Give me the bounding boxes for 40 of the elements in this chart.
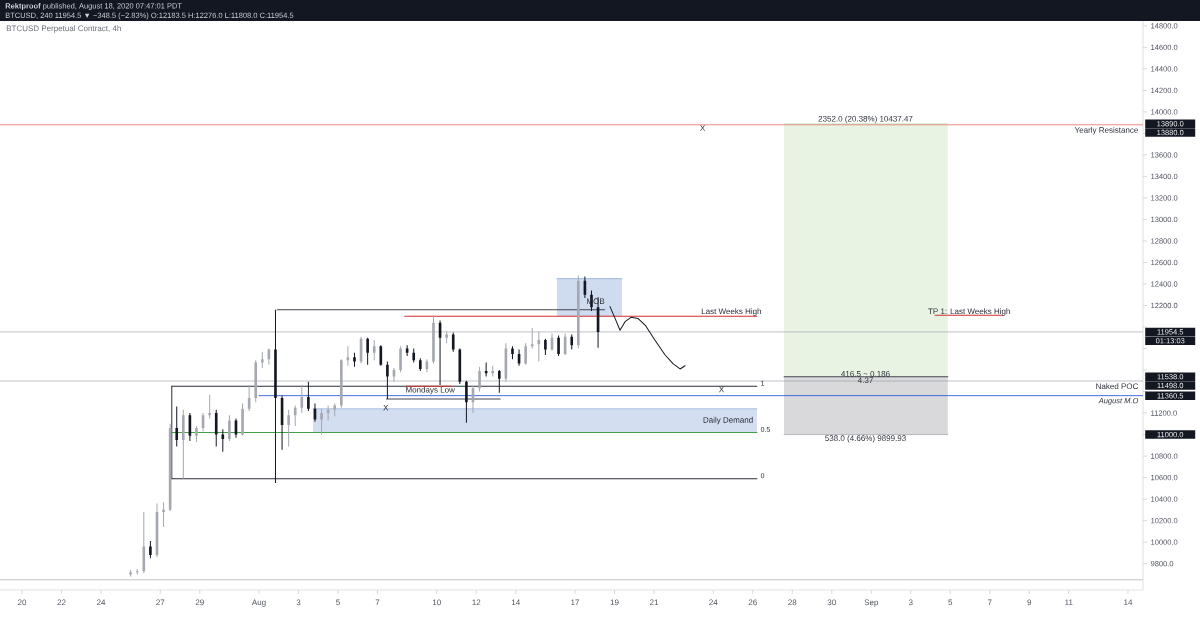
x-tick-label: 20 <box>17 599 27 606</box>
x-tick-label: 9 <box>1027 599 1032 606</box>
annotation: X <box>383 404 389 411</box>
x-tick-label: Aug <box>251 599 266 607</box>
x-tick-label: 17 <box>571 599 580 606</box>
x-tick-label: 28 <box>788 599 797 606</box>
x-tick-label: 5 <box>948 599 953 606</box>
annotation: 2352.0 (20.38%) 10437.47 <box>818 115 913 124</box>
x-tick-label: 10 <box>432 599 441 606</box>
annotation: 538.0 (4.66%) 9899.93 <box>825 435 906 443</box>
ref-line-label: Naked POC <box>1096 383 1139 390</box>
x-tick-label: 24 <box>709 599 718 606</box>
annotation: X <box>719 386 724 393</box>
x-tick-label: 3 <box>296 599 301 606</box>
x-tick-label: 19 <box>610 599 619 606</box>
x-tick-label: 7 <box>375 599 380 606</box>
x-tick-label: 26 <box>748 599 757 606</box>
x-tick-label: 12 <box>472 599 481 606</box>
annotation: TP 1: Last Weeks High <box>928 308 1010 316</box>
x-tick-label: 22 <box>57 599 66 606</box>
x-tick-label: 7 <box>987 599 992 606</box>
x-tick-label: 29 <box>195 599 204 606</box>
annotation: X <box>700 125 706 131</box>
x-tick-label: 3 <box>908 599 913 606</box>
x-tick-label: 21 <box>649 599 659 606</box>
x-tick-label: 27 <box>156 599 165 606</box>
series-label: Daily Demand <box>703 416 753 425</box>
x-tick-label: 24 <box>96 599 106 606</box>
x-tick-label: Sep <box>864 599 879 607</box>
x-tick-label: 5 <box>336 599 340 606</box>
annotation: Mondays Low <box>406 386 455 395</box>
x-tick-label: 14 <box>1124 599 1133 606</box>
annotation: 416.5 ~ 0.186 <box>841 370 890 377</box>
chart-title: BTCUSD Perpetual Contract, 4h <box>6 25 121 33</box>
annotation: 4.37 <box>857 377 873 384</box>
x-tick-label: 30 <box>827 599 836 606</box>
ref-line-label: Yearly Resistance <box>1074 126 1138 135</box>
x-tick-label: 14 <box>511 599 520 606</box>
annotation: Last Weeks High <box>701 308 762 316</box>
x-tick-label: 11 <box>1065 599 1073 606</box>
